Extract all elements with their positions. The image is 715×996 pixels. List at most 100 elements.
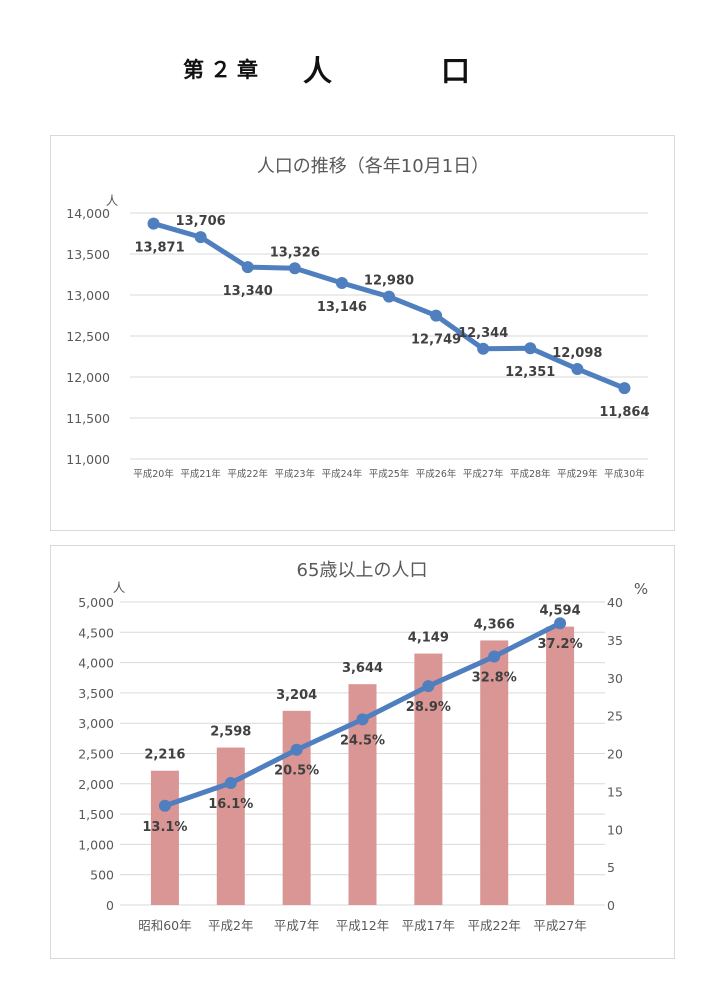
chapter-number: 第２章 [183, 58, 264, 82]
percentage-point [488, 650, 501, 663]
y-tick-label: 3,000 [78, 716, 114, 731]
bar [282, 710, 311, 905]
y2-tick-label: 25 [607, 709, 623, 724]
percentage-point [158, 799, 171, 812]
percentage-point [554, 617, 567, 630]
y-tick-label: 2,000 [78, 777, 114, 792]
chapter-title-part-1: 人 [303, 54, 333, 88]
bar-data-label: 4,149 [408, 631, 449, 646]
bar [546, 626, 575, 905]
data-label: 12,098 [552, 346, 602, 361]
bar-data-label: 3,204 [276, 688, 317, 703]
y-tick-label: 12,500 [66, 329, 110, 344]
x-tick-label: 平成17年 [402, 918, 455, 933]
x-tick-label: 平成28年 [510, 468, 551, 480]
y-tick-label: 4,000 [78, 656, 114, 671]
y-tick-label: 1,000 [78, 837, 114, 852]
y2-tick-label: 15 [607, 784, 623, 799]
percentage-point [356, 713, 369, 726]
x-tick-label: 平成30年 [604, 468, 645, 480]
y2-tick-label: 35 [607, 633, 623, 648]
percentage-point [290, 743, 303, 756]
data-label: 13,326 [270, 245, 320, 260]
data-label: 11,864 [599, 405, 649, 420]
x-tick-label: 平成25年 [369, 468, 410, 480]
x-tick-label: 平成24年 [322, 468, 363, 480]
x-tick-label: 平成26年 [416, 468, 457, 480]
bar [150, 770, 179, 905]
bar [480, 640, 509, 905]
percentage-data-label: 13.1% [142, 820, 187, 835]
bar-data-label: 3,644 [342, 661, 383, 676]
y-tick-label: 0 [106, 898, 114, 913]
y-tick-label: 1,500 [78, 807, 114, 822]
x-tick-label: 平成27年 [463, 468, 504, 480]
data-point [241, 261, 254, 274]
bar-data-label: 2,598 [210, 725, 251, 740]
percentage-point [422, 680, 435, 693]
x-tick-label: 平成29年 [557, 468, 598, 480]
x-tick-label: 平成20年 [133, 468, 174, 480]
x-tick-label: 平成27年 [533, 918, 586, 933]
data-label: 13,340 [223, 284, 273, 299]
bar-data-label: 4,366 [474, 617, 515, 632]
data-label: 12,351 [505, 365, 555, 380]
x-tick-label: 平成23年 [275, 468, 316, 480]
percentage-point [224, 777, 237, 790]
data-point [524, 342, 537, 355]
data-point [288, 262, 301, 275]
population-trend-chart-frame [50, 135, 675, 531]
y-tick-label: 3,500 [78, 686, 114, 701]
data-point [618, 382, 631, 395]
chart-title: 65歳以上の人口 [297, 560, 428, 581]
x-tick-label: 平成22年 [227, 468, 268, 480]
y-tick-label: 13,500 [66, 247, 110, 262]
y2-tick-label: 30 [607, 671, 623, 686]
y-tick-label: 5,000 [78, 595, 114, 610]
y-axis-unit-label: 人 [113, 580, 126, 595]
x-tick-label: 平成2年 [208, 918, 253, 933]
y2-tick-label: 20 [607, 747, 623, 762]
bar-data-label: 2,216 [144, 748, 185, 763]
y-tick-label: 11,500 [66, 411, 110, 426]
percentage-data-label: 37.2% [538, 637, 583, 652]
y-tick-label: 2,500 [78, 747, 114, 762]
percentage-data-label: 24.5% [340, 733, 385, 748]
data-point [383, 290, 395, 303]
y-tick-label: 12,000 [66, 370, 110, 385]
data-label: 12,749 [411, 333, 461, 348]
y2-tick-label: 40 [607, 595, 623, 610]
y2-tick-label: 5 [607, 860, 615, 875]
data-label: 12,344 [458, 326, 508, 341]
data-point [477, 342, 490, 355]
y-tick-label: 500 [90, 868, 114, 883]
x-tick-label: 平成22年 [468, 918, 521, 933]
data-label: 13,871 [134, 241, 184, 256]
percentage-data-label: 28.9% [406, 700, 451, 715]
y-tick-label: 13,000 [66, 288, 110, 303]
percentage-data-label: 20.5% [274, 764, 319, 779]
data-point [430, 309, 443, 322]
x-tick-label: 平成12年 [336, 918, 389, 933]
y2-tick-label: 0 [607, 898, 615, 913]
bar [216, 747, 245, 905]
x-tick-label: 平成21年 [180, 468, 221, 480]
data-label: 13,706 [176, 214, 226, 229]
data-point [571, 362, 584, 375]
chart-title: 人口の推移（各年10月1日） [257, 156, 489, 177]
bar-data-label: 4,594 [540, 604, 581, 619]
y2-axis-unit-label: % [634, 580, 648, 598]
y-tick-label: 11,000 [66, 452, 110, 467]
data-label: 13,146 [317, 300, 367, 315]
data-point [194, 231, 207, 244]
data-point [147, 217, 160, 230]
y2-tick-label: 10 [607, 822, 623, 837]
data-label: 12,980 [364, 274, 414, 289]
y-tick-label: 14,000 [66, 206, 110, 221]
y-tick-label: 4,500 [78, 625, 114, 640]
data-point [335, 277, 348, 290]
percentage-data-label: 16.1% [208, 797, 253, 812]
x-tick-label: 昭和60年 [138, 918, 191, 933]
x-tick-label: 平成7年 [274, 918, 319, 933]
